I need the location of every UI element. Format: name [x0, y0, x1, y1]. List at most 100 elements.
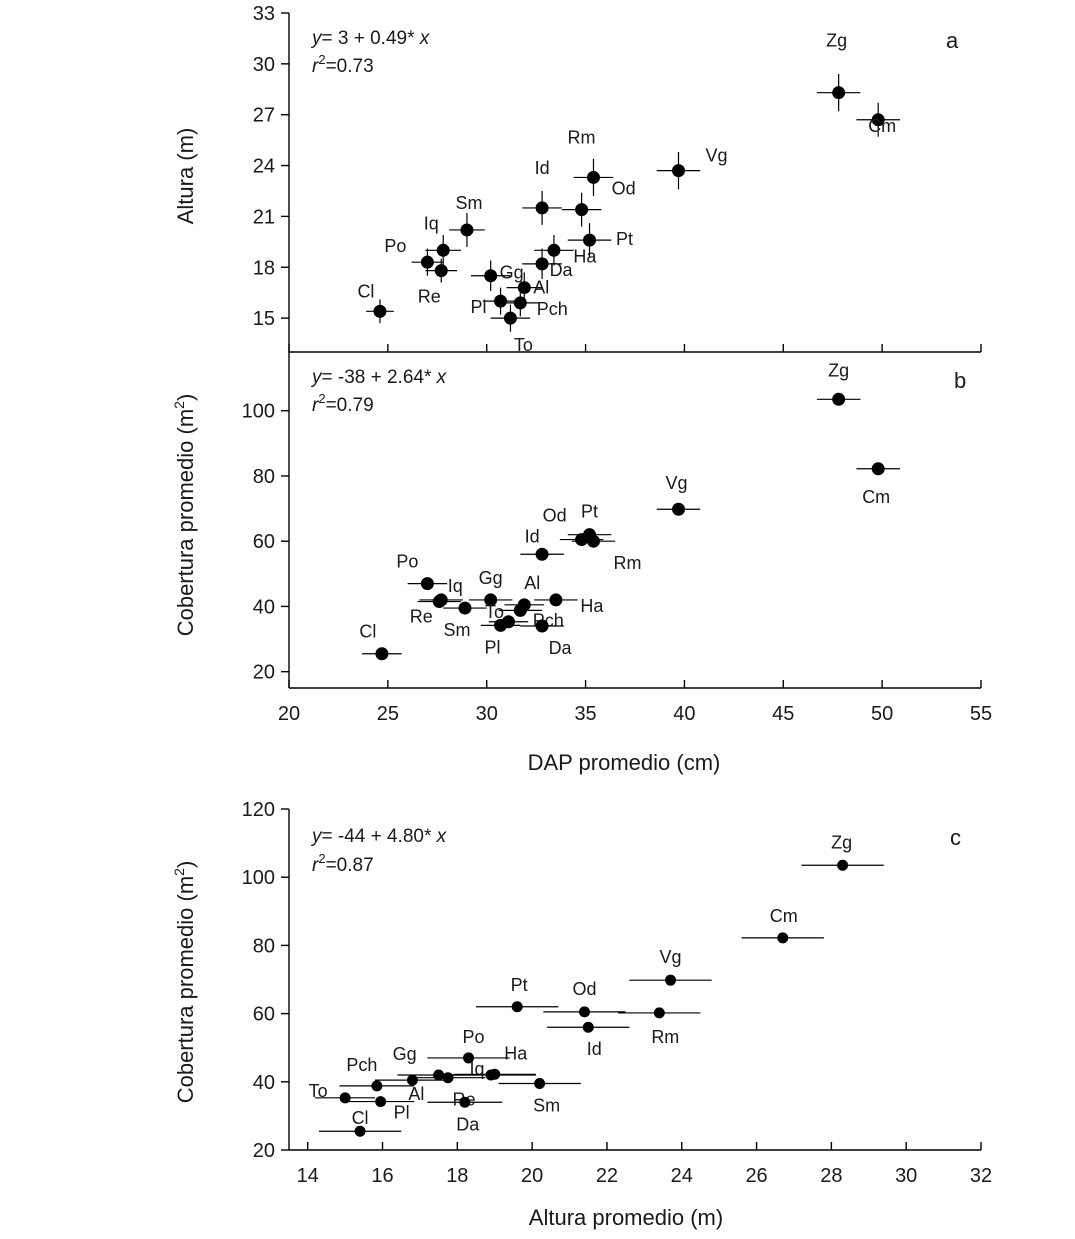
panel-c-point-label: Al	[408, 1084, 424, 1104]
panel-b-x-tick-label: 40	[673, 703, 695, 725]
panel-b-x-tick-label: 25	[377, 703, 399, 725]
panel-b-point-ha: Ha	[534, 593, 604, 616]
panel-c-point-id: Id	[547, 1021, 630, 1059]
panel-a-marker	[494, 294, 508, 308]
panel-c-marker	[433, 1069, 445, 1081]
panel-c-equation: y= -44 + 4.80* x r2=0.87	[310, 826, 448, 876]
panel-b-point-label: Od	[543, 506, 567, 526]
panel-a-marker	[484, 269, 498, 283]
panel-c-x-tick-label: 22	[596, 1165, 618, 1187]
panel-a-marker	[671, 164, 685, 178]
panel-a-point-label: Po	[384, 236, 406, 256]
panel-b-point-label: Iq	[448, 576, 463, 596]
panel-c-equation-text: y= -44 + 4.80* x	[310, 826, 448, 847]
panel-c-point-ha: Ha	[453, 1043, 536, 1080]
panel-b-marker	[586, 534, 600, 548]
panel-b-point-cm: Cm	[856, 462, 900, 507]
panel-a-point-re: Re	[418, 258, 458, 307]
panel-c-marker	[534, 1078, 546, 1090]
panel-b-x-tick-label: 55	[970, 703, 992, 725]
panel-a-marker	[575, 203, 589, 217]
panel-c-point-label: Pch	[346, 1055, 377, 1075]
panel-b-marker	[484, 593, 498, 607]
panel-b-point-pt: Pt	[567, 502, 612, 542]
panel-c-y-tick-label: 40	[253, 1072, 275, 1094]
panel-b-point-label: Da	[549, 638, 573, 658]
panel-b-point-label: To	[485, 602, 504, 622]
panel-a-marker	[547, 243, 561, 257]
panel-a-y-tick-label: 21	[253, 206, 275, 228]
panel-a-point-pch: Pch	[500, 289, 568, 319]
panel-c-marker	[582, 1021, 594, 1033]
panel-c-point-cm: Cm	[741, 906, 824, 944]
panel-b-y-tick-label: 80	[253, 466, 275, 488]
panel-a-point-cm: Cm	[856, 102, 900, 137]
panel-c-y-axis-title: Cobertura promedio (m2)	[171, 861, 198, 1104]
panel-a-point-rm: Rm	[567, 127, 614, 197]
panel-c-x-tick-label: 28	[820, 1165, 842, 1187]
panel-b-equation: y= -38 + 2.64* x r2=0.79	[310, 367, 448, 416]
panel-c-marker	[489, 1068, 501, 1080]
panel-c-point-label: Id	[587, 1039, 602, 1059]
panel-c-point-label: Ha	[504, 1043, 528, 1063]
panel-c-r2-text: r2=0.87	[312, 851, 374, 876]
panel-c-point-label: Pt	[511, 975, 528, 995]
panel-a-marker	[832, 86, 846, 100]
panel-a-y-tick-label: 27	[253, 105, 275, 127]
panel-b-point-label: Cl	[359, 622, 376, 642]
panel-a-y-tick-label: 18	[253, 257, 275, 279]
panel-c-point-vg: Vg	[629, 947, 712, 986]
panel-b-point-label: Al	[524, 573, 540, 593]
panel-a-point-da: Da	[522, 248, 574, 280]
panel-a-y-axis-title: Altura (m)	[173, 128, 198, 225]
panel-b-point-label: Vg	[665, 473, 687, 493]
panel-c-x-tick-label: 20	[521, 1165, 543, 1187]
panel-a-point-label: Re	[418, 287, 441, 307]
panel-a-point-label: Pl	[471, 297, 487, 317]
panel-a-point-label: To	[514, 335, 533, 355]
panel-b-point-pl: Pl	[480, 618, 521, 657]
panel-c-point-zg: Zg	[801, 832, 884, 871]
panel-b-x-tick-label: 35	[574, 703, 596, 725]
panel-a-marker	[420, 255, 434, 269]
panel-a-point-label: Al	[533, 278, 549, 298]
panel-a-y-tick-label: 33	[253, 3, 275, 25]
panel-b-point-label: Id	[525, 526, 540, 546]
panel-b-marker	[549, 593, 563, 607]
panel-c-point-label: Cm	[770, 906, 798, 926]
panel-b-point-da: Da	[520, 619, 573, 658]
panel-c-marker	[653, 1007, 665, 1019]
panel-c-x-tick-label: 32	[970, 1165, 992, 1187]
panel-b-x-tick-label: 20	[278, 703, 300, 725]
panel-a-point-label: Pt	[616, 229, 633, 249]
panel-c-point-label: Po	[463, 1027, 485, 1047]
panel-b-x-tick-label: 45	[772, 703, 794, 725]
panel-a-point-to: To	[490, 304, 533, 355]
panel-c-marker	[354, 1125, 366, 1137]
panel-c-marker	[442, 1072, 454, 1084]
panel-b-marker	[494, 618, 508, 632]
panel-c-y-tick-label: 20	[253, 1140, 275, 1162]
panel-c-marker	[837, 859, 849, 871]
panel-b-equation-text: y= -38 + 2.64* x	[310, 367, 448, 388]
panel-b-y-tick-label: 40	[253, 596, 275, 618]
panel-a-point-pl: Pl	[471, 287, 519, 317]
panel-a-marker	[535, 257, 549, 271]
panel-a-marker	[513, 296, 527, 310]
panel-c-point-pt: Pt	[476, 975, 559, 1013]
panel-c-point-cl: Cl	[318, 1108, 402, 1137]
panel-a-marker	[583, 233, 597, 247]
panel-c-point-sm: Sm	[498, 1078, 581, 1116]
panel-c-y-tick-label: 100	[242, 867, 275, 889]
panel-c-x-tick-label: 24	[671, 1165, 693, 1187]
panel-a-point-label: Id	[535, 158, 550, 178]
panel-c-point-label: Da	[456, 1114, 480, 1134]
panel-c-point-label: Gg	[393, 1044, 417, 1064]
panel-a-y-tick-label: 30	[253, 54, 275, 76]
panel-c-point-label: Sm	[533, 1096, 560, 1116]
panel-a-point-id: Id	[522, 158, 562, 225]
panel-c-point-label: Vg	[660, 947, 682, 967]
panel-b-marker	[513, 603, 527, 617]
panel-b-point-zg: Zg	[816, 360, 861, 406]
